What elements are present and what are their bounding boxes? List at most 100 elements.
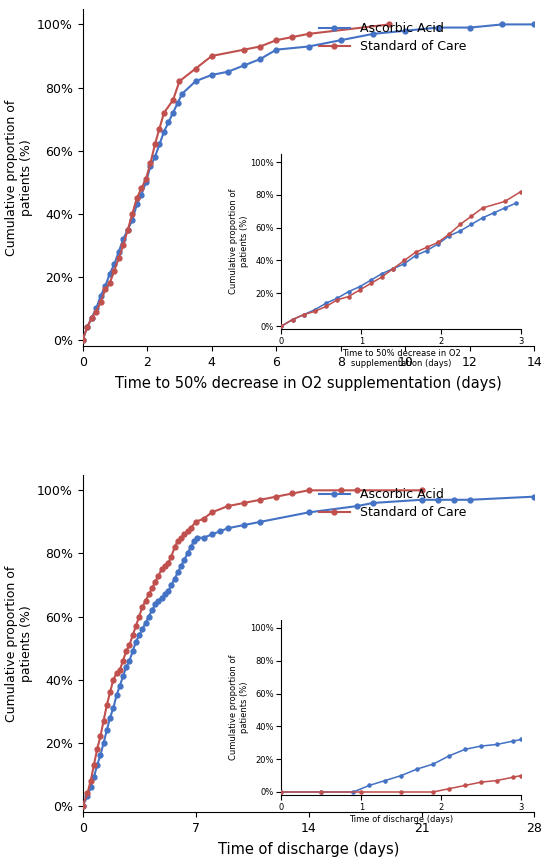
Ascorbic Acid	[225, 523, 231, 533]
Ascorbic Acid	[110, 702, 117, 713]
X-axis label: Time of discharge (days): Time of discharge (days)	[218, 842, 399, 857]
Ascorbic Acid	[123, 662, 129, 672]
Ascorbic Acid	[100, 738, 107, 748]
Ascorbic Acid	[208, 70, 215, 80]
Standard of Care	[84, 788, 91, 798]
Standard of Care	[116, 253, 122, 264]
Y-axis label: Cumulative proportion of
patients (%): Cumulative proportion of patients (%)	[5, 565, 33, 721]
Standard of Care	[133, 193, 140, 203]
Standard of Care	[138, 183, 145, 194]
Standard of Care	[129, 208, 136, 219]
Ascorbic Acid	[102, 281, 109, 291]
Line: Ascorbic Acid: Ascorbic Acid	[80, 494, 537, 809]
Standard of Care	[136, 612, 142, 622]
Ascorbic Acid	[305, 41, 312, 52]
Standard of Care	[208, 507, 215, 518]
Ascorbic Acid	[147, 162, 154, 172]
Standard of Care	[120, 240, 127, 251]
Ascorbic Acid	[116, 246, 122, 257]
Ascorbic Acid	[257, 54, 263, 64]
Standard of Care	[273, 492, 279, 502]
Standard of Care	[176, 76, 183, 86]
Ascorbic Acid	[418, 494, 425, 505]
Standard of Care	[257, 494, 263, 505]
Ascorbic Acid	[354, 501, 360, 511]
Line: Ascorbic Acid: Ascorbic Acid	[80, 22, 537, 342]
Ascorbic Acid	[191, 536, 197, 546]
Ascorbic Acid	[434, 22, 441, 33]
X-axis label: Time to 50% decrease in O2 supplementation (days): Time to 50% decrease in O2 supplementati…	[115, 376, 502, 391]
Ascorbic Acid	[133, 637, 139, 647]
Ascorbic Acid	[107, 712, 114, 722]
Ascorbic Acid	[79, 334, 86, 345]
Standard of Care	[201, 513, 207, 524]
Ascorbic Acid	[165, 586, 171, 596]
Ascorbic Acid	[257, 517, 263, 527]
Standard of Care	[125, 225, 131, 235]
Ascorbic Acid	[208, 530, 215, 540]
Standard of Care	[120, 656, 126, 666]
Standard of Care	[386, 19, 392, 29]
Standard of Care	[93, 307, 100, 317]
Standard of Care	[123, 646, 129, 657]
Ascorbic Acid	[111, 259, 117, 270]
Legend: Ascorbic Acid, Standard of Care: Ascorbic Acid, Standard of Care	[315, 18, 470, 57]
Standard of Care	[152, 576, 159, 587]
Ascorbic Acid	[241, 60, 247, 71]
Standard of Care	[139, 602, 145, 613]
Standard of Care	[161, 108, 168, 118]
Ascorbic Acid	[161, 126, 168, 137]
Standard of Care	[156, 124, 163, 134]
Standard of Care	[289, 32, 296, 42]
Ascorbic Acid	[145, 612, 152, 622]
Ascorbic Acid	[165, 117, 172, 127]
Standard of Care	[142, 595, 149, 606]
Standard of Care	[184, 526, 191, 537]
Ascorbic Acid	[120, 234, 127, 245]
Standard of Care	[273, 35, 279, 46]
Standard of Care	[147, 158, 154, 168]
Standard of Care	[116, 665, 123, 676]
Ascorbic Acid	[467, 494, 473, 505]
Standard of Care	[305, 486, 312, 496]
Ascorbic Acid	[171, 574, 178, 584]
Standard of Care	[289, 488, 296, 499]
Ascorbic Acid	[217, 526, 223, 537]
Ascorbic Acid	[97, 750, 104, 760]
Ascorbic Acid	[129, 215, 136, 226]
Standard of Care	[110, 675, 117, 685]
Standard of Care	[126, 639, 133, 650]
Ascorbic Acid	[161, 589, 168, 600]
Ascorbic Acid	[370, 498, 376, 508]
Ascorbic Acid	[305, 507, 312, 518]
Ascorbic Acid	[143, 177, 149, 187]
Ascorbic Acid	[499, 19, 505, 29]
Standard of Care	[79, 801, 86, 811]
Ascorbic Acid	[113, 690, 120, 701]
Standard of Care	[192, 517, 199, 527]
Standard of Care	[113, 668, 120, 678]
Ascorbic Acid	[179, 89, 185, 99]
Ascorbic Acid	[194, 532, 201, 543]
Ascorbic Acid	[90, 772, 97, 783]
Ascorbic Acid	[88, 313, 95, 323]
Ascorbic Acid	[156, 139, 163, 149]
Ascorbic Acid	[106, 269, 113, 279]
Ascorbic Acid	[120, 671, 126, 682]
Standard of Care	[88, 313, 95, 323]
Ascorbic Acid	[155, 595, 162, 606]
Standard of Care	[354, 486, 360, 496]
Standard of Care	[94, 744, 100, 754]
Standard of Care	[104, 700, 110, 710]
Ascorbic Acid	[84, 791, 91, 802]
Ascorbic Acid	[136, 630, 142, 640]
Line: Standard of Care: Standard of Care	[80, 488, 424, 809]
Ascorbic Acid	[84, 322, 90, 333]
Standard of Care	[152, 139, 158, 149]
Ascorbic Acid	[152, 599, 159, 609]
Ascorbic Acid	[168, 580, 175, 590]
Ascorbic Acid	[142, 618, 149, 628]
Legend: Ascorbic Acid, Standard of Care: Ascorbic Acid, Standard of Care	[315, 484, 470, 523]
Ascorbic Acid	[98, 290, 104, 301]
Standard of Care	[338, 486, 344, 496]
